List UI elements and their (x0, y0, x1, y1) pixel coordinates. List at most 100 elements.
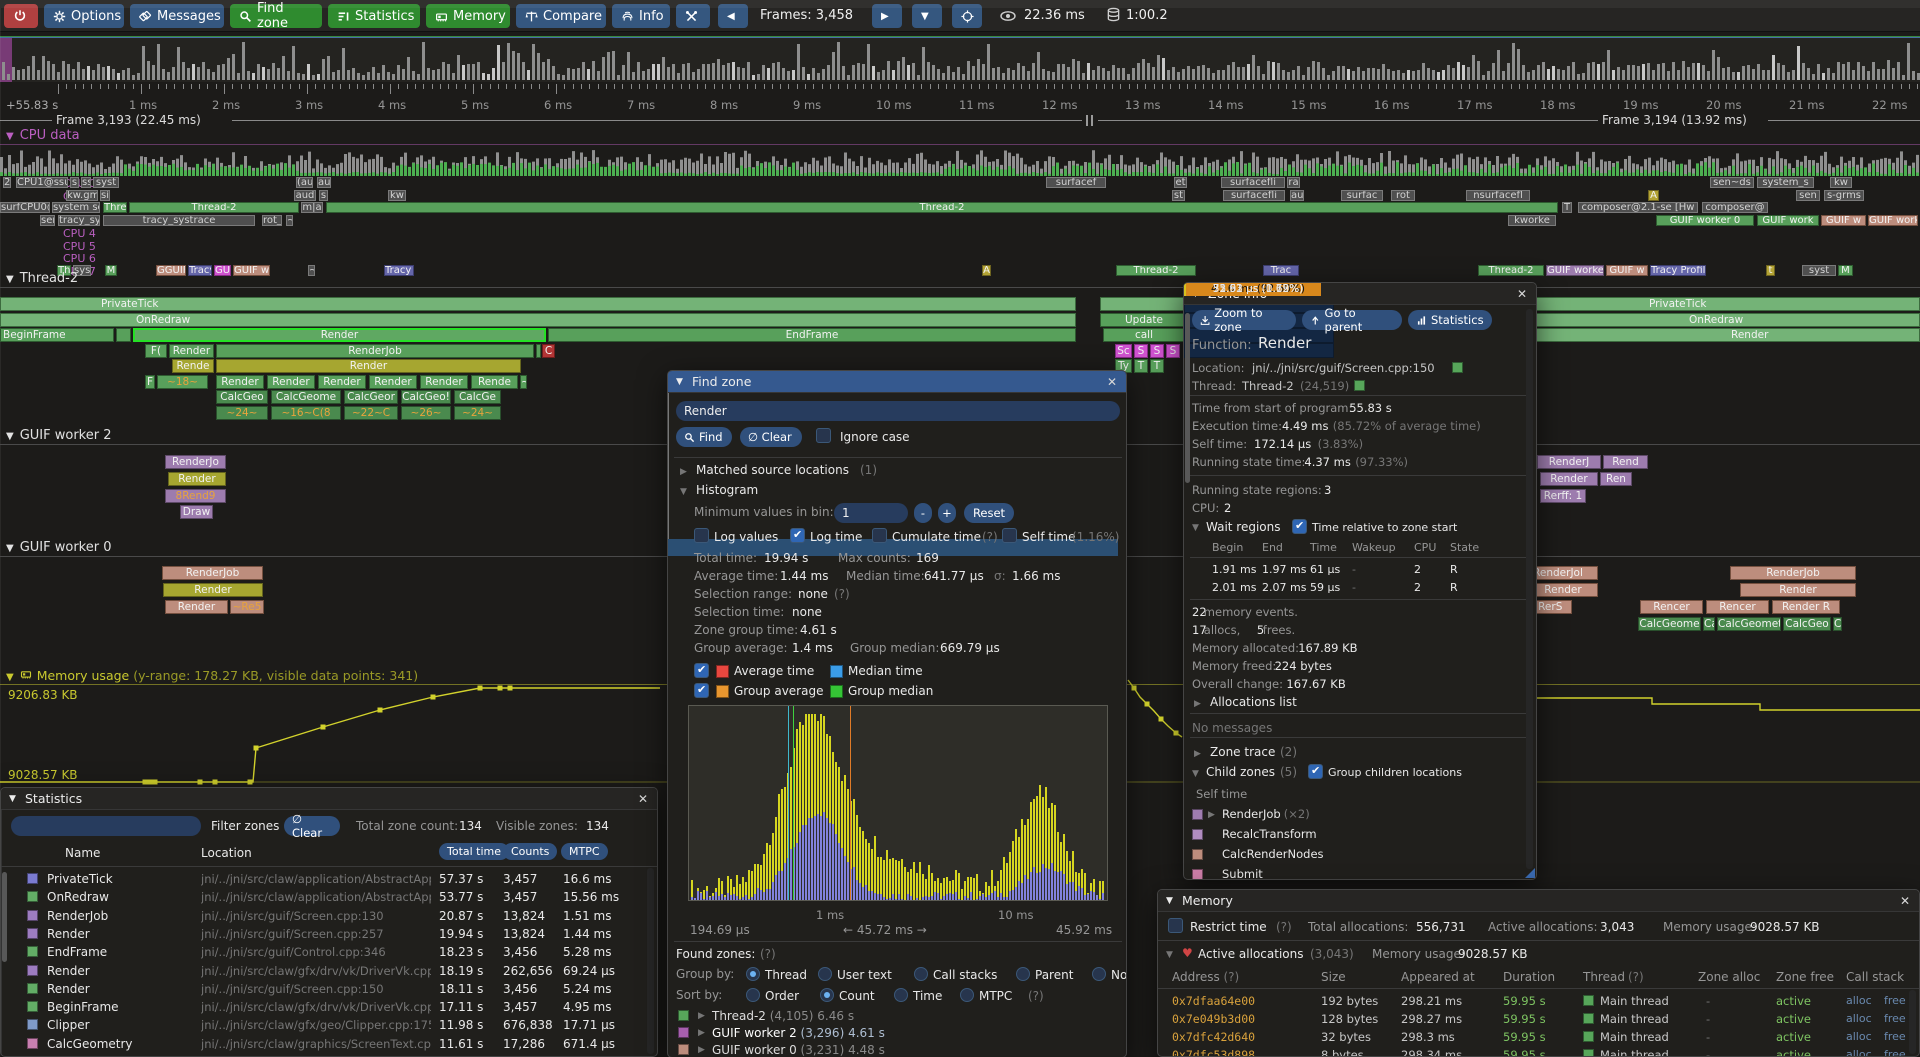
zone[interactable]: 8Rend9 (165, 489, 226, 503)
statistics-button[interactable]: Statistics (1408, 310, 1492, 330)
zone[interactable]: Render (216, 375, 264, 389)
callstack-link[interactable]: alloc (1846, 1030, 1872, 1043)
sort-by-time[interactable] (894, 988, 908, 1002)
log-time-checkbox[interactable] (790, 528, 805, 543)
cpu-zone[interactable]: nsurfacefl (1466, 190, 1530, 201)
zone[interactable]: S (1166, 344, 1180, 358)
legend-checkbox[interactable] (694, 683, 709, 698)
zone[interactable]: ~ (520, 375, 527, 389)
zone[interactable]: BeginFrame (0, 328, 114, 342)
zone[interactable]: ~24~ (216, 406, 268, 420)
cpu-zone[interactable]: ss (81, 177, 91, 188)
cpu-zone[interactable]: st (1172, 190, 1185, 201)
zone[interactable]: EndFrame (548, 328, 1076, 342)
filter-zones-input[interactable] (11, 816, 201, 836)
zone[interactable]: CalcGeor (344, 390, 398, 404)
zone[interactable]: Render (169, 344, 214, 358)
increment-button[interactable]: + (938, 503, 956, 523)
cpu-zone[interactable]: GUIF worker 2 (1868, 215, 1918, 226)
zone[interactable]: T (1134, 359, 1148, 373)
alloc-expand-icon[interactable]: ▶ (1194, 699, 1201, 709)
findzone-button[interactable]: Find zone (230, 1, 322, 31)
frame-overview-strip[interactable] (0, 36, 1920, 82)
group-row[interactable]: Thread-2 (4,105) 6.46 s (712, 1009, 854, 1023)
close-icon[interactable]: ✕ (1106, 375, 1118, 389)
statistics-button[interactable]: Statistics (328, 4, 420, 28)
cpu-zone[interactable]: GUIF worker 0 (1656, 215, 1754, 226)
restrict-time-checkbox[interactable] (1168, 918, 1183, 933)
cpu-zone[interactable]: T (1562, 202, 1572, 213)
zone[interactable]: S (1150, 344, 1164, 358)
sort-by-count[interactable] (820, 988, 834, 1002)
legend-checkbox[interactable] (694, 663, 709, 678)
cpu-zone[interactable]: m|a (301, 202, 323, 213)
column-header-mtpc[interactable]: MTPC (561, 843, 608, 860)
zone[interactable]: CalcGeomet (1717, 617, 1781, 631)
zone[interactable]: Draw (180, 505, 213, 519)
cpu-zone[interactable]: s-grms (1824, 190, 1864, 201)
thread-header-guif-worker-0[interactable]: ▼ GUIF worker 0 (6, 540, 111, 555)
callstack-link[interactable]: free (1884, 1048, 1906, 1057)
zone[interactable]: C (1833, 617, 1842, 631)
zone[interactable]: Rende (471, 375, 518, 389)
zone[interactable]: Rende (172, 359, 214, 373)
zone[interactable]: ~18~ (157, 375, 208, 389)
cpu-zone[interactable]: kw (388, 190, 406, 201)
group-expand-icon[interactable]: ▶ (698, 1028, 705, 1038)
timeline-ruler[interactable]: +55.83 s 1 ms 2 ms 3 ms 4 ms 5 ms 6 ms 7 ms 8 m… (0, 84, 1920, 112)
callstack-link[interactable]: alloc (1846, 1012, 1872, 1025)
cpu-zone[interactable]: Tracy (188, 265, 212, 276)
cpu-zone[interactable]: Thread-2 (1478, 265, 1544, 276)
matched-expand-icon[interactable]: ▶ (680, 467, 687, 477)
zone[interactable]: Rend (1603, 455, 1648, 469)
cpu-zone[interactable]: surfacefli (1223, 190, 1285, 201)
zone[interactable]: Render (267, 375, 315, 389)
zone[interactable]: RenderJob (162, 566, 263, 580)
callstack-link[interactable]: alloc (1846, 1048, 1872, 1057)
child-expand-icon[interactable]: ▶ (1208, 810, 1215, 820)
zone[interactable]: ~16~C(8 (271, 406, 341, 420)
cpu-zone[interactable]: GGUIF (156, 265, 186, 276)
go-to-parent-button[interactable]: Go to parent (1302, 306, 1402, 334)
cpu-zone[interactable]: rot_d (262, 215, 282, 226)
cpu-zone[interactable]: syst (93, 177, 119, 188)
zone[interactable] (116, 328, 131, 342)
zone[interactable]: Render (168, 472, 226, 486)
zone[interactable]: CalcGe (454, 390, 501, 404)
cpu-zone[interactable]: Thread-2 (129, 202, 299, 213)
group-by-thread[interactable] (746, 967, 760, 981)
tools-button[interactable] (676, 4, 710, 28)
zone[interactable]: Render (369, 375, 417, 389)
relative-time-checkbox[interactable] (1292, 519, 1307, 534)
callstack-link[interactable]: free (1884, 994, 1906, 1007)
thread-header-thread-2[interactable]: ▼ Thread-2 (6, 271, 78, 286)
resize-grip[interactable] (1525, 868, 1535, 878)
find-zone-search-input[interactable]: Render (676, 401, 1120, 421)
cpu-zone[interactable]: au (1290, 190, 1304, 201)
zone[interactable]: Render (1540, 472, 1598, 486)
cpu-data-header[interactable]: ▼ CPU data (6, 128, 80, 143)
wait-collapse-icon[interactable]: ▼ (1192, 523, 1199, 533)
cpu-zone[interactable]: s (319, 190, 328, 201)
zone[interactable]: RenderJo (165, 455, 226, 469)
zoom-to-zone-button[interactable]: Zoom to zone (1192, 306, 1296, 334)
cpu-zone[interactable]: surfacef (1046, 177, 1106, 188)
cpu-zone[interactable]: kw.gm (66, 190, 98, 201)
cpu-zone[interactable]: sen~ds (1710, 177, 1754, 188)
zone[interactable]: C (542, 344, 555, 358)
zone[interactable]: Rerff: 1 (1540, 489, 1586, 503)
zone[interactable]: Render (216, 359, 521, 373)
memory-titlebar[interactable]: ▼ Memory ✕ (1158, 890, 1919, 912)
cpu-zone[interactable]: system_s (1757, 177, 1814, 188)
clear-button[interactable]: ∅ Clear (740, 427, 802, 447)
cpu-zone[interactable]: si (100, 190, 110, 201)
zone[interactable]: F (145, 375, 155, 389)
cpu-zone[interactable]: tracy_systrace (103, 215, 255, 226)
cpu-zone[interactable]: syst (73, 265, 91, 276)
cpu-zone[interactable]: GUIF w (1821, 215, 1866, 226)
zone[interactable]: RenderJ (1537, 455, 1601, 469)
zone[interactable]: Render (133, 328, 546, 342)
zone[interactable]: Render (165, 600, 228, 614)
group-children-checkbox[interactable] (1308, 764, 1323, 779)
zone[interactable]: RenderJob (1730, 566, 1856, 580)
